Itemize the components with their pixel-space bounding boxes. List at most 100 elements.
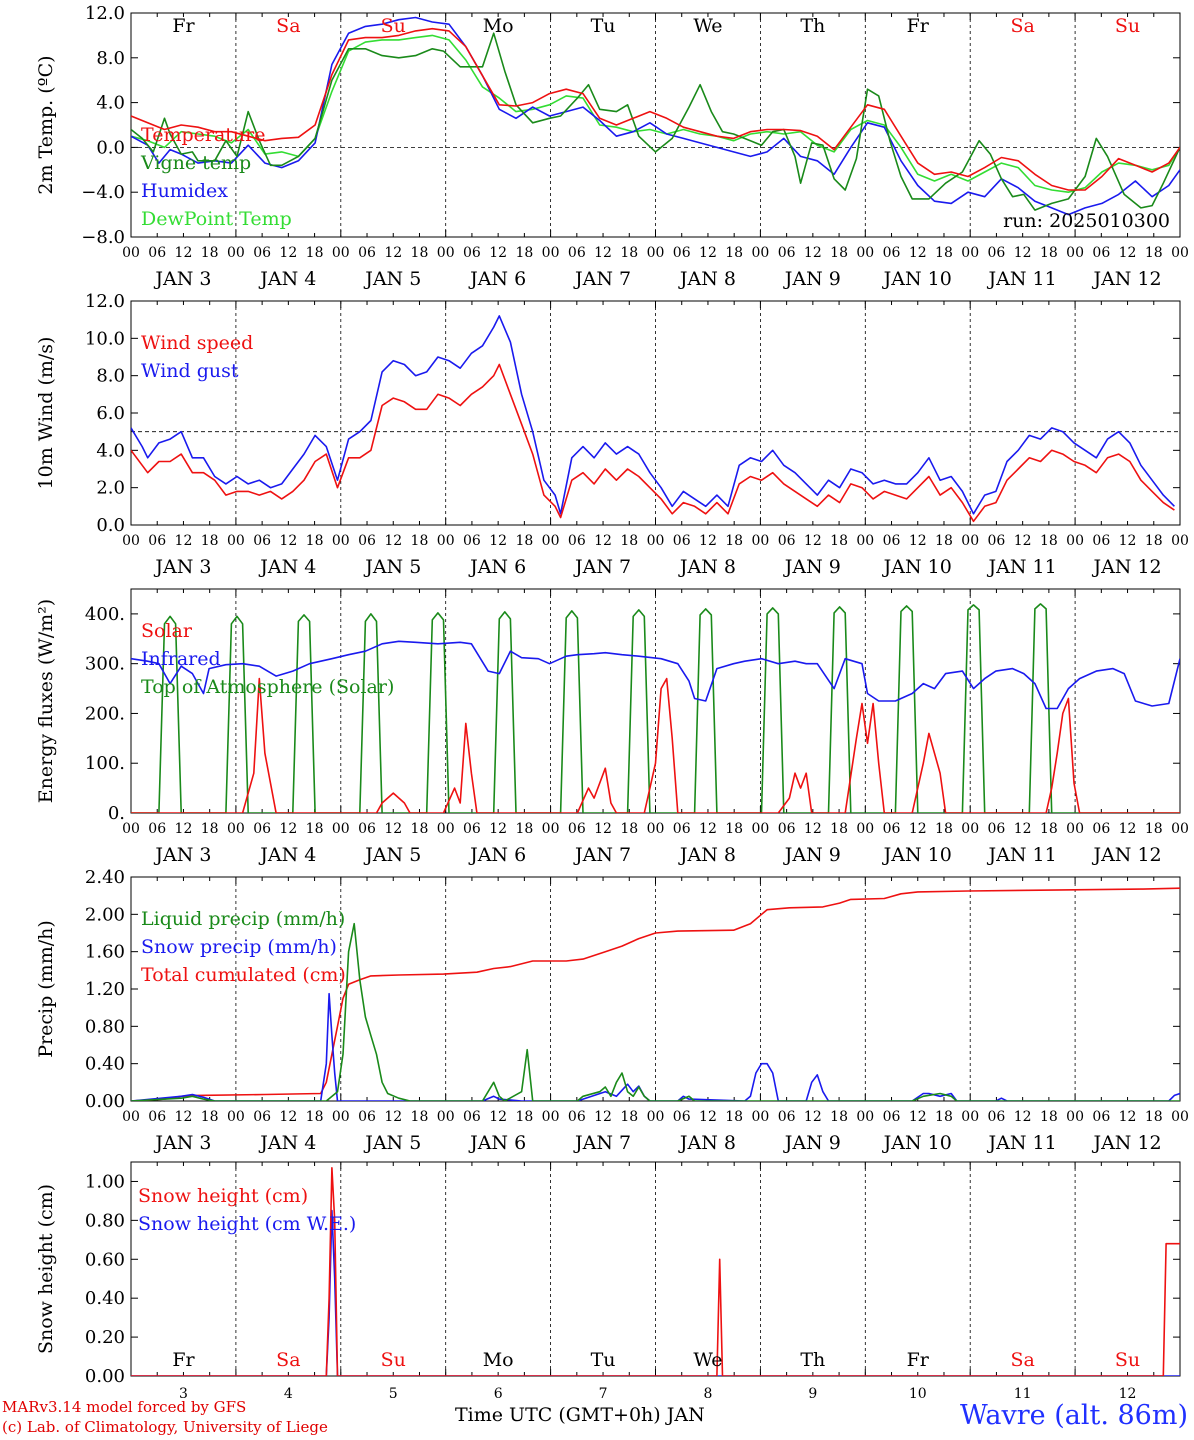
hour-label: 06 bbox=[358, 245, 376, 261]
hour-label: 12 bbox=[384, 1109, 402, 1125]
hour-label: 12 bbox=[384, 533, 402, 549]
date-label: JAN 6 bbox=[468, 1132, 526, 1154]
date-label: JAN 4 bbox=[258, 268, 316, 290]
date-label: JAN 7 bbox=[573, 268, 631, 290]
station-name: Wavre (alt. 86m) bbox=[960, 1400, 1188, 1431]
series-line-infrared bbox=[131, 640, 1180, 710]
hour-label: 18 bbox=[201, 1109, 219, 1125]
y-axis-label: Precip (mm/h) bbox=[35, 920, 57, 1058]
day-number: 5 bbox=[389, 1386, 398, 1402]
y-tick-label: 0. bbox=[108, 803, 125, 824]
hour-label: 00 bbox=[122, 533, 140, 549]
day-number: 8 bbox=[703, 1386, 712, 1402]
hour-label: 06 bbox=[778, 821, 796, 837]
hour-label: 06 bbox=[253, 821, 271, 837]
hour-label: 12 bbox=[909, 533, 927, 549]
hour-label: 00 bbox=[437, 1109, 455, 1125]
day-name: Su bbox=[381, 15, 406, 37]
hour-label: 12 bbox=[594, 245, 612, 261]
hour-label: 06 bbox=[673, 245, 691, 261]
hour-label: 06 bbox=[358, 533, 376, 549]
date-label: JAN 5 bbox=[363, 844, 421, 866]
y-tick-label: 0.80 bbox=[85, 1016, 125, 1037]
day-name-bottom: Su bbox=[1115, 1349, 1140, 1371]
series-line-humidex bbox=[131, 16, 1180, 216]
hour-label: 00 bbox=[751, 1109, 769, 1125]
hour-label: 00 bbox=[227, 1109, 245, 1125]
hour-label: 06 bbox=[148, 821, 166, 837]
hour-label: 06 bbox=[778, 533, 796, 549]
hour-label: 18 bbox=[830, 245, 848, 261]
day-name: Th bbox=[800, 15, 825, 37]
hour-label: 00 bbox=[1171, 821, 1189, 837]
series-line-top-of-atmosphere-solar- bbox=[131, 603, 1180, 813]
date-label: JAN 10 bbox=[882, 268, 952, 290]
date-label: JAN 6 bbox=[468, 268, 526, 290]
y-tick-label: 300. bbox=[85, 654, 125, 675]
day-name-bottom: Tu bbox=[591, 1349, 616, 1371]
hour-label: 06 bbox=[148, 533, 166, 549]
series-group bbox=[131, 315, 1175, 523]
legend-entry: Temperature bbox=[141, 124, 265, 146]
y-tick-label: 0.00 bbox=[85, 1091, 125, 1112]
hour-label: 18 bbox=[1040, 533, 1058, 549]
hour-label: 12 bbox=[594, 821, 612, 837]
series-group bbox=[131, 16, 1180, 216]
date-label: JAN 5 bbox=[363, 268, 421, 290]
series-line-temperature bbox=[131, 27, 1180, 191]
hour-label: 18 bbox=[620, 821, 638, 837]
y-tick-label: 8.0 bbox=[96, 48, 125, 69]
hour-label: 12 bbox=[489, 821, 507, 837]
hour-label: 18 bbox=[620, 1109, 638, 1125]
date-label: JAN 11 bbox=[987, 556, 1057, 578]
day-name: We bbox=[693, 15, 722, 37]
hour-label: 12 bbox=[1119, 245, 1137, 261]
hour-label: 18 bbox=[201, 821, 219, 837]
hour-label: 12 bbox=[594, 1109, 612, 1125]
legend-entry: Top of Atmosphere (Solar) bbox=[141, 676, 394, 698]
date-label: JAN 5 bbox=[363, 556, 421, 578]
day-number: 3 bbox=[179, 1386, 188, 1402]
hour-label: 18 bbox=[515, 533, 533, 549]
hour-label: 18 bbox=[725, 533, 743, 549]
hour-label: 06 bbox=[673, 1109, 691, 1125]
hour-label: 18 bbox=[1040, 245, 1058, 261]
day-number: 6 bbox=[494, 1386, 503, 1402]
hour-label: 00 bbox=[542, 245, 560, 261]
hour-label: 06 bbox=[883, 821, 901, 837]
hour-label: 12 bbox=[489, 533, 507, 549]
date-label: JAN 3 bbox=[153, 1132, 211, 1154]
hour-label: 06 bbox=[673, 533, 691, 549]
hour-label: 06 bbox=[568, 1109, 586, 1125]
hour-label: 12 bbox=[1119, 533, 1137, 549]
day-number: 10 bbox=[909, 1386, 927, 1402]
hour-label: 00 bbox=[1066, 533, 1084, 549]
hour-label: 12 bbox=[1014, 821, 1032, 837]
hour-label: 12 bbox=[909, 821, 927, 837]
day-name: Tu bbox=[591, 15, 616, 37]
hour-label: 00 bbox=[122, 1109, 140, 1125]
run-label: run: 2025010300 bbox=[1003, 210, 1170, 232]
hour-label: 12 bbox=[804, 1109, 822, 1125]
y-tick-label: 0.0 bbox=[96, 137, 125, 158]
day-name-bottom: Fr bbox=[907, 1349, 930, 1371]
hour-label: 00 bbox=[1171, 245, 1189, 261]
date-label: JAN 6 bbox=[468, 844, 526, 866]
hour-label: 06 bbox=[883, 245, 901, 261]
y-tick-label: 0.40 bbox=[85, 1054, 125, 1075]
hour-label: 06 bbox=[883, 1109, 901, 1125]
series-line-snow-height-cm-w-e- bbox=[131, 1209, 1180, 1376]
date-label: JAN 9 bbox=[783, 556, 841, 578]
y-tick-label: 1.20 bbox=[85, 979, 125, 1000]
date-label: JAN 7 bbox=[573, 556, 631, 578]
hour-label: 00 bbox=[1066, 1109, 1084, 1125]
y-tick-label: 0.40 bbox=[85, 1288, 125, 1309]
hour-label: 00 bbox=[751, 821, 769, 837]
hour-label: 00 bbox=[332, 533, 350, 549]
y-tick-label: 0.80 bbox=[85, 1210, 125, 1231]
hour-label: 18 bbox=[830, 821, 848, 837]
hour-label: 00 bbox=[332, 245, 350, 261]
hour-label: 00 bbox=[542, 533, 560, 549]
hour-label: 12 bbox=[594, 533, 612, 549]
legend-entry: Wind gust bbox=[141, 360, 239, 382]
